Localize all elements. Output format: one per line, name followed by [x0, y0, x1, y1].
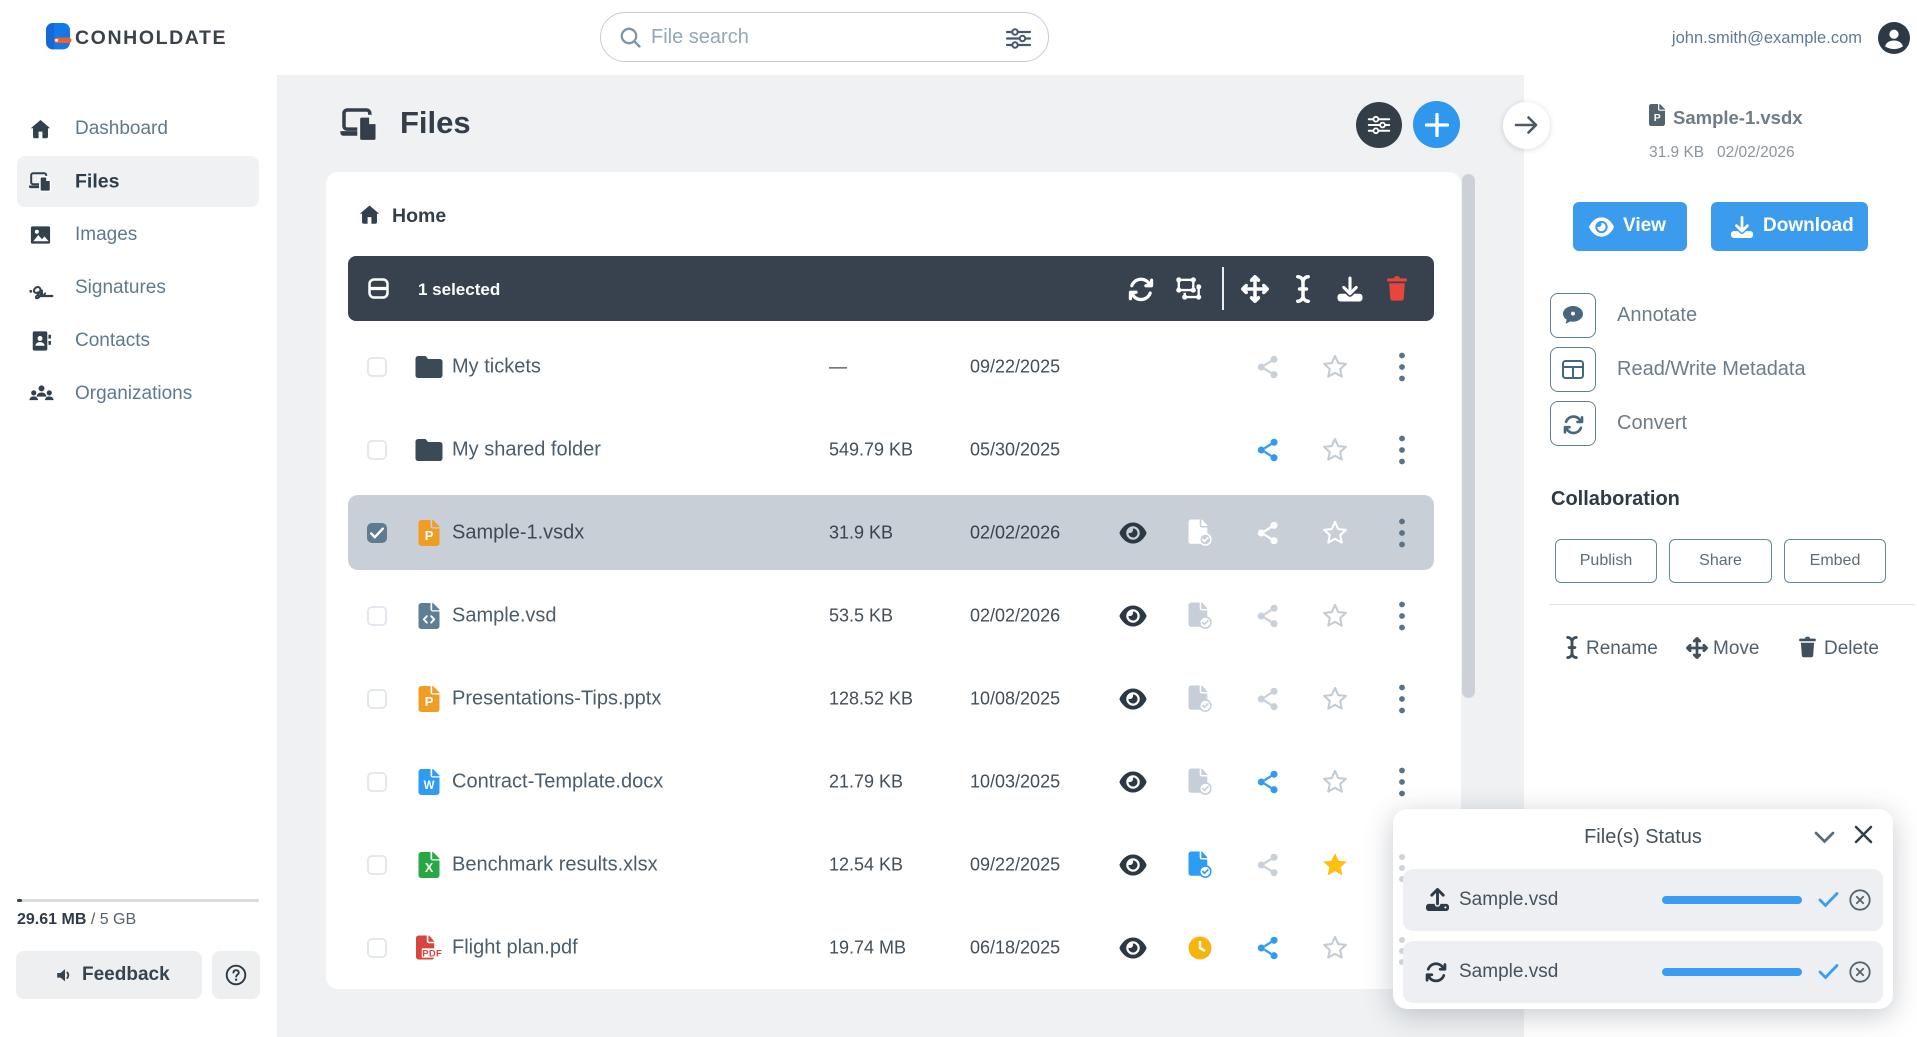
- svg-text:X: X: [425, 861, 434, 875]
- svg-text:P: P: [1654, 112, 1661, 124]
- svg-text:PDF: PDF: [422, 948, 442, 959]
- svg-text:P: P: [425, 528, 434, 543]
- svg-text:P: P: [425, 694, 434, 709]
- svg-text:W: W: [424, 780, 435, 792]
